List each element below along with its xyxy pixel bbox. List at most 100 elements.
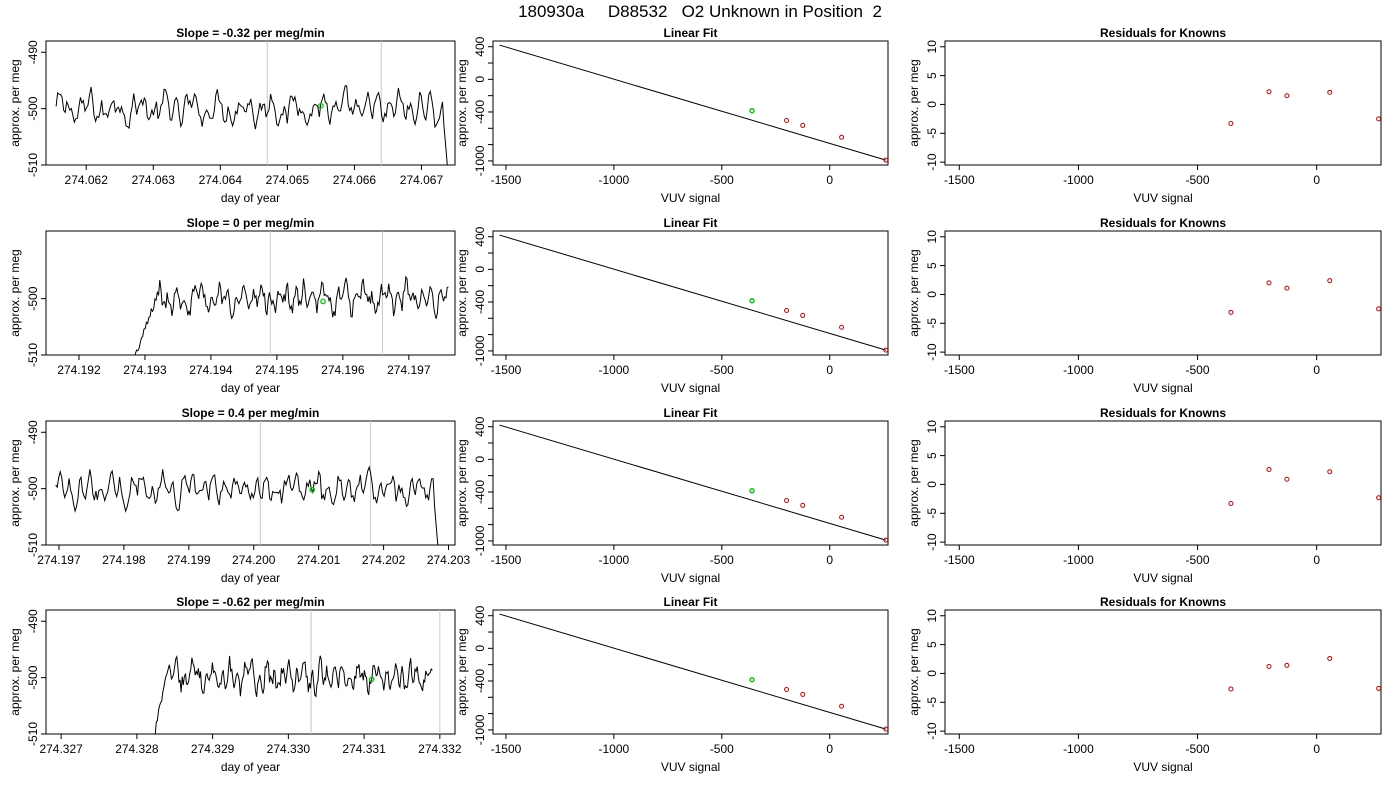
- y-tick-label: 0: [473, 456, 487, 463]
- x-axis-label: VUV signal: [1133, 571, 1192, 585]
- y-tick-label: -400: [473, 100, 487, 124]
- plot-area: [134, 275, 449, 355]
- y-tick-label: 0: [473, 76, 487, 83]
- x-tick-label: 274.202: [362, 553, 406, 567]
- residual-point: [1228, 686, 1234, 692]
- y-tick-label: -510: [26, 343, 40, 367]
- x-tick-label: 274.200: [232, 553, 276, 567]
- x-tick-label: -1500: [491, 173, 522, 187]
- y-tick-label: -5: [925, 318, 939, 329]
- x-axis-label: VUV signal: [661, 381, 720, 395]
- unknown-marker: [318, 102, 324, 109]
- y-axis-label: approx. per meg: [455, 59, 469, 146]
- x-tick-label: 0: [826, 173, 833, 187]
- x-tick-label: -1500: [944, 553, 975, 567]
- x-tick-label: 0: [1313, 742, 1320, 756]
- y-axis-label: approx. per meg: [8, 439, 22, 526]
- y-axis-label: approx. per meg: [8, 628, 22, 715]
- panel-3: Residuals for Knowns -1500 -1000 -500 0 VUV s…: [907, 26, 1382, 205]
- x-tick-label: -500: [1186, 173, 1210, 187]
- x-tick-label: 274.331: [342, 742, 386, 756]
- y-tick-label: 0: [925, 481, 939, 488]
- y-axis-label: approx. per meg: [8, 59, 22, 146]
- data-trace: [55, 85, 448, 165]
- panel-title: Residuals for Knowns: [1100, 26, 1226, 40]
- residual-point: [1284, 93, 1290, 99]
- x-tick-label: 274.198: [102, 553, 146, 567]
- y-tick-label: -500: [26, 476, 40, 500]
- unknown-marker: [320, 298, 326, 305]
- residual-point: [1266, 280, 1272, 286]
- figure-title: 180930a D88532 O2 Unknown in Position 2: [518, 2, 882, 21]
- plot-frame: [492, 230, 889, 356]
- x-tick-label: 274.064: [199, 173, 243, 187]
- x-tick-label: -500: [710, 173, 734, 187]
- known-point: [839, 703, 845, 709]
- data-trace: [55, 465, 439, 545]
- x-tick-label: -1500: [491, 742, 522, 756]
- residual-point: [1266, 664, 1272, 670]
- panel-title: Residuals for Knowns: [1100, 595, 1226, 609]
- residual-point: [1284, 285, 1290, 291]
- x-tick-label: 274.330: [267, 742, 311, 756]
- y-tick-label: 400: [473, 36, 487, 56]
- y-tick-label: 5: [925, 452, 939, 459]
- plot-frame: [492, 420, 889, 546]
- plot-frame: [944, 230, 1382, 356]
- y-tick-label: -5: [925, 697, 939, 708]
- y-tick-label: -400: [473, 480, 487, 504]
- y-tick-label: 0: [925, 101, 939, 108]
- plot-area: [154, 655, 433, 734]
- known-point: [839, 134, 845, 140]
- known-point: [784, 498, 790, 504]
- plot-area: [499, 44, 888, 163]
- y-axis-label: approx. per meg: [907, 628, 921, 715]
- y-tick-label: -510: [26, 533, 40, 557]
- y-tick-label: -400: [473, 669, 487, 693]
- x-tick-label: -500: [1186, 553, 1210, 567]
- known-point: [883, 157, 888, 163]
- y-tick-label: -5: [925, 128, 939, 139]
- x-axis-label: VUV signal: [661, 760, 720, 774]
- residual-point: [1266, 466, 1272, 472]
- y-axis-label: approx. per meg: [455, 249, 469, 336]
- x-tick-label: 274.328: [115, 742, 159, 756]
- plot-area: [1228, 89, 1381, 126]
- x-tick-label: 274.193: [123, 363, 167, 377]
- panel-title: Slope = -0.32 per meg/min: [176, 26, 324, 40]
- known-point: [883, 537, 888, 543]
- plot-frame: [944, 420, 1382, 546]
- y-tick-label: 0: [473, 266, 487, 273]
- x-tick-label: -1500: [944, 173, 975, 187]
- y-tick-label: -490: [26, 40, 40, 64]
- x-tick-label: 274.197: [37, 553, 81, 567]
- y-axis-label: approx. per meg: [8, 249, 22, 336]
- x-axis-label: day of year: [221, 760, 280, 774]
- residual-point: [1376, 306, 1381, 312]
- y-tick-label: -1000: [473, 335, 487, 366]
- plot-area: [1228, 466, 1381, 506]
- panel-title: Slope = 0.4 per meg/min: [182, 406, 320, 420]
- fit-line: [499, 424, 886, 541]
- x-axis-label: VUV signal: [1133, 381, 1192, 395]
- x-tick-label: 0: [1313, 173, 1320, 187]
- residual-point: [1228, 309, 1234, 315]
- known-point: [883, 726, 888, 732]
- y-tick-label: -1000: [473, 145, 487, 176]
- x-tick-label: 274.194: [189, 363, 233, 377]
- residual-point: [1284, 662, 1290, 668]
- y-tick-label: 400: [473, 605, 487, 625]
- y-tick-label: -510: [26, 153, 40, 177]
- y-tick-label: -500: [26, 286, 40, 310]
- x-tick-label: 0: [826, 363, 833, 377]
- known-point: [800, 312, 806, 318]
- panel-4: Slope = 0 per meg/min 274.192 274.193 274.1…: [8, 216, 456, 395]
- x-axis-label: VUV signal: [1133, 191, 1192, 205]
- known-point: [784, 308, 790, 314]
- x-tick-label: 274.327: [39, 742, 83, 756]
- y-axis-label: approx. per meg: [907, 249, 921, 336]
- x-tick-label: 274.067: [400, 173, 444, 187]
- plot-area: [499, 613, 888, 732]
- y-tick-label: -1000: [473, 714, 487, 745]
- x-tick-label: 0: [1313, 363, 1320, 377]
